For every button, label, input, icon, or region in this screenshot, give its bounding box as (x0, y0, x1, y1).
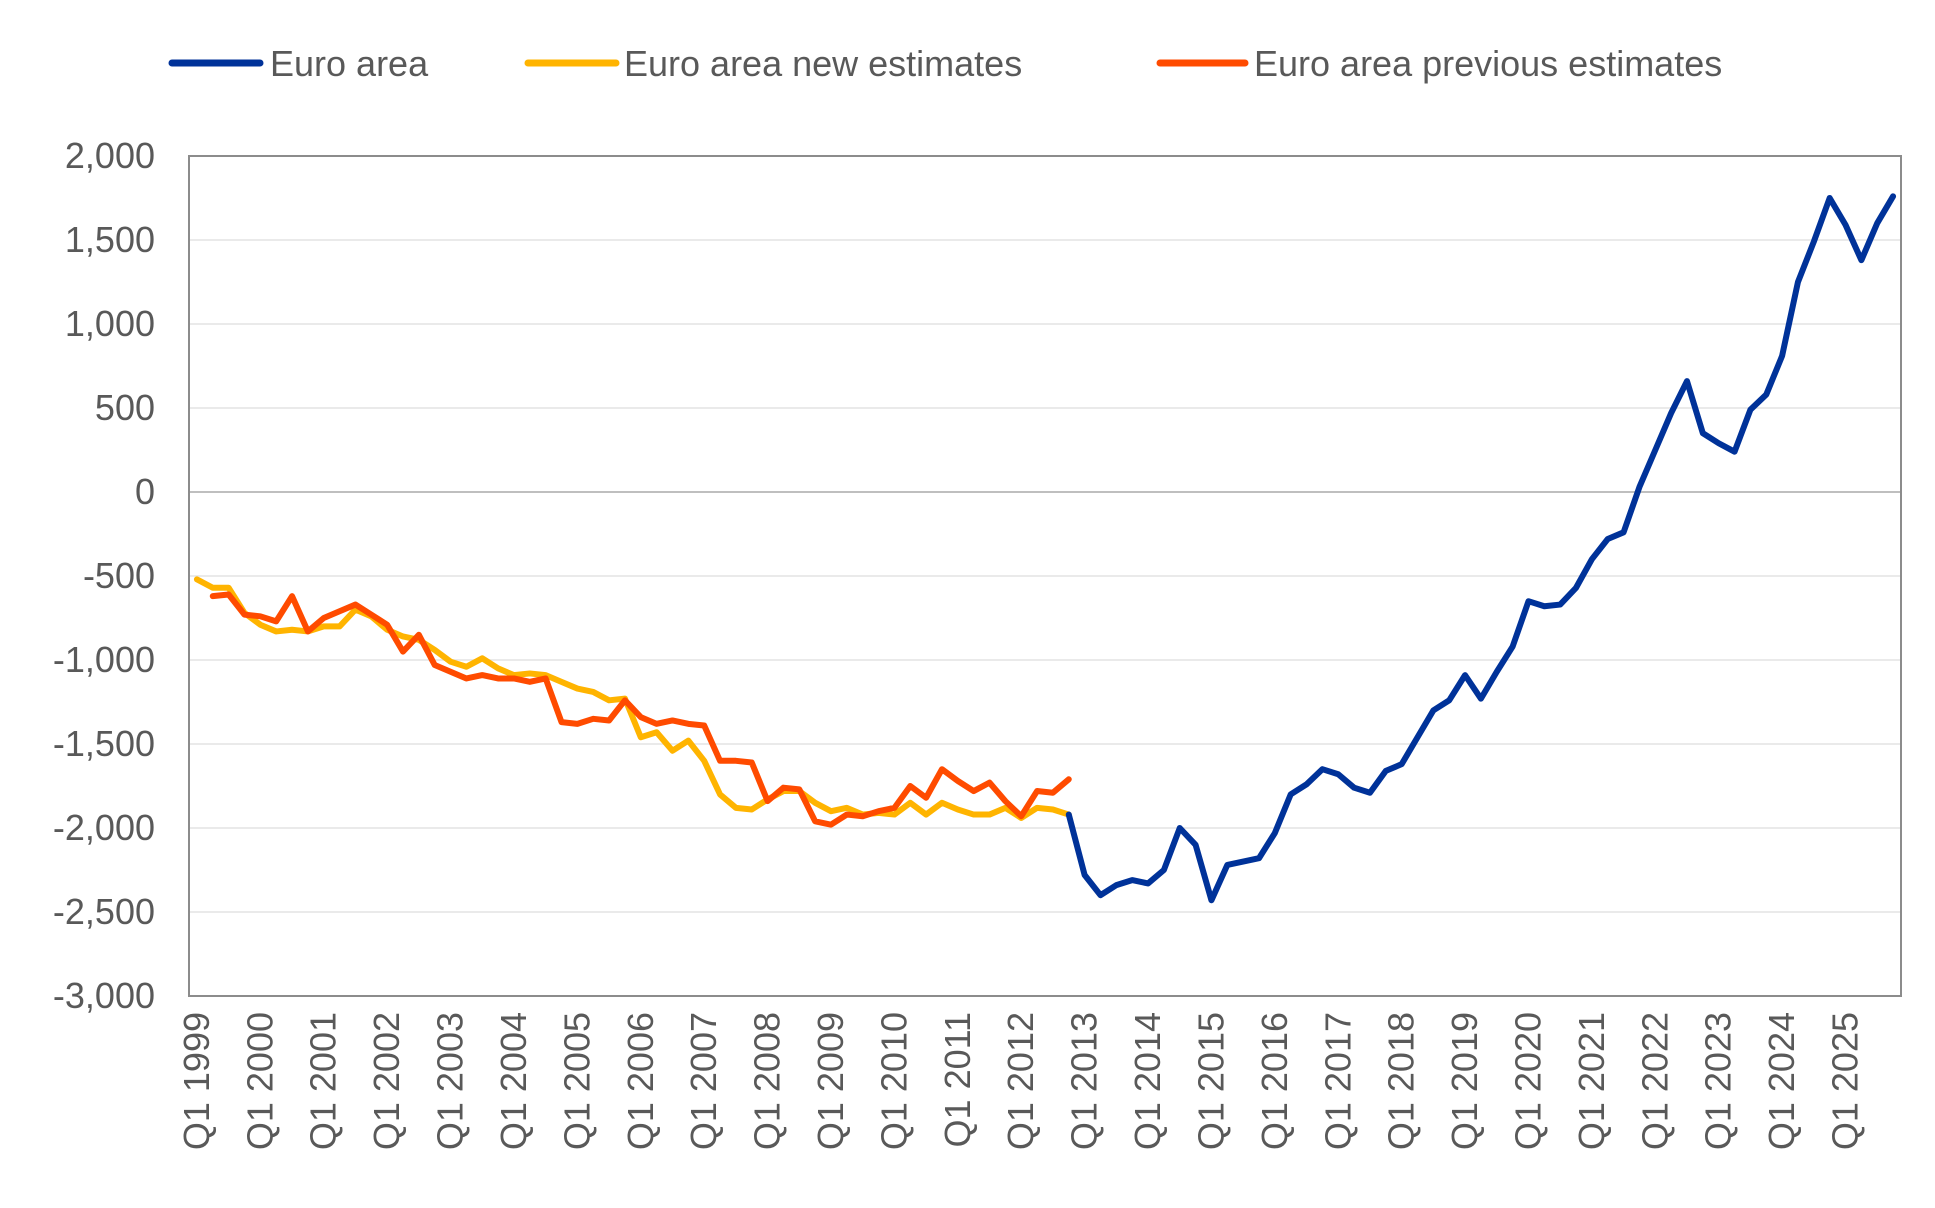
x-tick-label: Q1 2008 (747, 1012, 788, 1150)
y-tick-label: -2,500 (53, 891, 155, 932)
x-tick-label: Q1 2021 (1571, 1012, 1612, 1150)
y-axis-tick-labels: 2,000 1,500 1,000 500 0 -500 -1,000 -1,500 -2,00… (53, 135, 155, 1016)
legend-label-euro-area-previous-estimates: Euro area previous estimates (1254, 43, 1722, 84)
x-tick-label: Q1 2013 (1064, 1012, 1105, 1150)
x-tick-label: Q1 2016 (1254, 1012, 1295, 1150)
plot-area-border (188, 155, 1902, 997)
x-tick-label: Q1 2015 (1190, 1012, 1231, 1150)
y-tick-label: -500 (83, 555, 155, 596)
y-tick-label: 1,000 (65, 303, 155, 344)
x-tick-label: Q1 2004 (493, 1012, 534, 1150)
y-tick-label: -1,500 (53, 723, 155, 764)
x-tick-label: Q1 2010 (873, 1012, 914, 1150)
x-tick-label: Q1 2025 (1825, 1012, 1866, 1150)
y-tick-label: 1,500 (65, 219, 155, 260)
x-tick-label: Q1 2014 (1127, 1012, 1168, 1150)
x-axis-tick-labels: Q1 1999 Q1 2000 Q1 2001 Q1 2002 Q1 2003 Q1 20… (176, 1012, 1866, 1150)
x-tick-label: Q1 2002 (366, 1012, 407, 1150)
legend-label-euro-area: Euro area (270, 43, 429, 84)
series-line-euro-area-previous-estimates (209, 591, 1072, 828)
y-tick-label: -2,000 (53, 807, 155, 848)
x-tick-label: Q1 2017 (1317, 1012, 1358, 1150)
x-tick-label: Q1 2006 (620, 1012, 661, 1150)
x-tick-label: Q1 2024 (1761, 1012, 1802, 1150)
series-line-euro-area (1065, 193, 1897, 904)
y-tick-label: 0 (135, 471, 155, 512)
x-tick-label: Q1 2009 (810, 1012, 851, 1150)
y-tick-label: 2,000 (65, 135, 155, 176)
x-tick-label: Q1 1999 (176, 1012, 217, 1150)
x-tick-label: Q1 2003 (430, 1012, 471, 1150)
x-tick-label: Q1 2022 (1634, 1012, 1675, 1150)
legend: Euro area Euro area new estimates Euro a… (168, 43, 1722, 84)
x-tick-label: Q1 2012 (1000, 1012, 1041, 1150)
x-tick-label: Q1 2001 (303, 1012, 344, 1150)
x-tick-label: Q1 2011 (937, 1012, 978, 1147)
x-tick-label: Q1 2000 (239, 1012, 280, 1150)
y-tick-label: -3,000 (53, 975, 155, 1016)
gridlines (189, 239, 1901, 913)
y-tick-label: -1,000 (53, 639, 155, 680)
series-lines (193, 193, 1897, 904)
y-tick-label: 500 (95, 387, 155, 428)
x-tick-label: Q1 2023 (1698, 1012, 1739, 1150)
x-tick-label: Q1 2020 (1507, 1012, 1548, 1150)
x-tick-label: Q1 2018 (1381, 1012, 1422, 1150)
x-tick-label: Q1 2005 (556, 1012, 597, 1150)
x-tick-label: Q1 2007 (683, 1012, 724, 1150)
x-tick-label: Q1 2019 (1444, 1012, 1485, 1150)
legend-label-euro-area-new-estimates: Euro area new estimates (624, 43, 1022, 84)
series-line-euro-area-new-estimates (193, 576, 1072, 821)
